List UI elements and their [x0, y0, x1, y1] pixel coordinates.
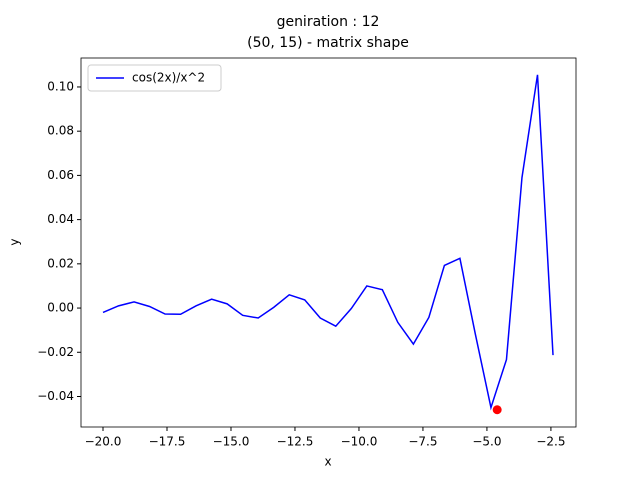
y-tick-label: −0.04 [37, 389, 74, 403]
x-tick-label: −15.0 [213, 435, 250, 449]
y-axis-label: y [8, 238, 22, 245]
y-tick-label: 0.08 [47, 124, 74, 138]
chart-title: geniration : 12 [277, 14, 380, 30]
y-tick-label: 0.00 [47, 301, 74, 315]
x-tick-label: −12.5 [277, 435, 314, 449]
legend: cos(2x)/x^2 [87, 64, 222, 92]
y-tick-label: −0.02 [37, 345, 74, 359]
highlight-point [492, 405, 502, 415]
x-tick-label: −7.5 [408, 435, 437, 449]
y-tick-label: 0.10 [47, 79, 74, 93]
x-tick-label: −20.0 [85, 435, 122, 449]
plot-frame [80, 57, 577, 428]
x-tick-label: −10.0 [341, 435, 378, 449]
y-tick-label: 0.04 [47, 212, 74, 226]
y-tick-label: 0.02 [47, 256, 74, 270]
y-tick-label: 0.06 [47, 168, 74, 182]
x-tick-label: −5.0 [472, 435, 501, 449]
legend-box [87, 64, 222, 92]
chart-subtitle: (50, 15) - matrix shape [247, 35, 409, 51]
legend-label: cos(2x)/x^2 [132, 71, 205, 85]
x-axis-label: x [324, 455, 331, 469]
x-tick-label: −17.5 [149, 435, 186, 449]
x-tick-label: −2.5 [536, 435, 565, 449]
data-line [102, 74, 554, 411]
